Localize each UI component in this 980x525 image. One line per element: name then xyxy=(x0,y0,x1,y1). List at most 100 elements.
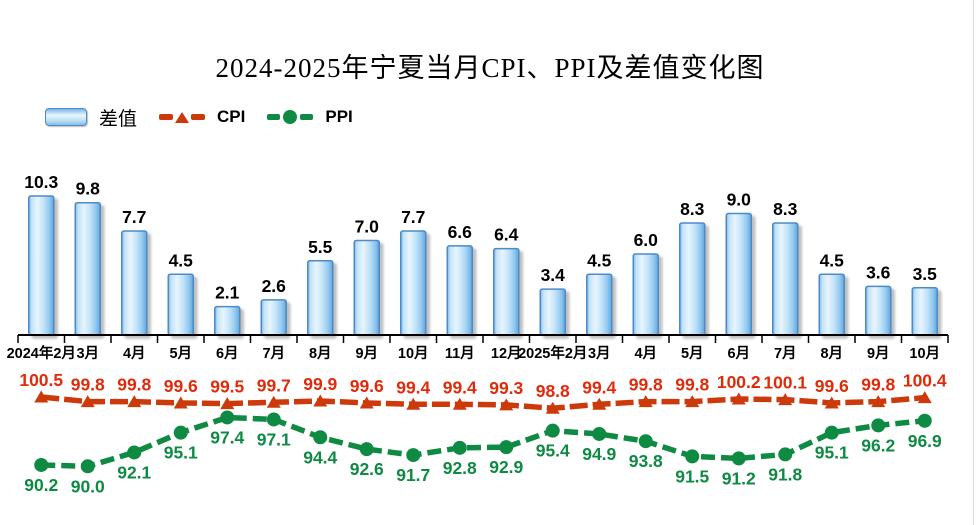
ppi-value-label: 90.0 xyxy=(71,476,105,496)
bar-value-label: 9.8 xyxy=(76,179,101,199)
legend-label-cpi: CPI xyxy=(217,107,246,126)
ppi-value-label: 91.5 xyxy=(675,466,709,486)
x-axis-label: 6月 xyxy=(727,345,750,362)
bar xyxy=(307,260,334,336)
bar-value-label: 8.3 xyxy=(773,199,798,219)
bar xyxy=(679,222,706,336)
cpi-marker xyxy=(34,390,49,403)
x-axis-label: 4月 xyxy=(123,345,146,362)
ppi-marker xyxy=(917,413,932,428)
bar-value-label: 3.4 xyxy=(541,265,566,285)
ppi-marker xyxy=(638,434,653,449)
ppi-value-label: 96.2 xyxy=(861,435,895,455)
bar-series-swatch-icon xyxy=(45,108,87,126)
x-axis-label: 4月 xyxy=(634,345,657,362)
cpi-value-label: 99.8 xyxy=(71,375,105,395)
bar-value-label: 10.3 xyxy=(24,172,58,192)
x-axis-label: 10月 xyxy=(909,345,940,362)
cpi-value-label: 99.4 xyxy=(582,377,616,397)
cpi-value-label: 99.8 xyxy=(675,375,709,395)
x-axis-label: 3月 xyxy=(76,345,99,362)
bar xyxy=(911,287,938,336)
bar xyxy=(818,273,845,336)
cpi-value-label: 99.4 xyxy=(396,377,430,397)
ppi-value-label: 91.8 xyxy=(768,464,802,484)
ppi-value-label: 90.2 xyxy=(24,475,58,495)
ppi-value-label: 91.7 xyxy=(396,465,430,485)
cpi-marker xyxy=(731,392,746,405)
cpi-value-label: 99.3 xyxy=(489,378,523,398)
ppi-value-label: 96.9 xyxy=(908,431,942,451)
cpi-value-label: 99.7 xyxy=(257,375,291,395)
bar-value-label: 2.1 xyxy=(215,283,240,303)
cpi-value-label: 100.4 xyxy=(903,371,947,391)
bar-value-label: 8.3 xyxy=(680,199,705,219)
bar-value-label: 5.5 xyxy=(308,237,333,257)
x-axis-label: 2025年2月 xyxy=(518,344,587,362)
cpi-marker xyxy=(917,391,932,404)
cpi-marker xyxy=(127,395,142,408)
cpi-line-marker-icon xyxy=(159,112,206,123)
cpi-marker xyxy=(685,395,700,408)
cpi-marker xyxy=(359,396,374,409)
ppi-marker xyxy=(173,425,188,440)
bar xyxy=(121,230,148,336)
bar-value-label: 7.7 xyxy=(122,207,146,227)
ppi-marker xyxy=(452,440,467,455)
bar-value-label: 6.0 xyxy=(634,230,659,250)
cpi-value-label: 100.1 xyxy=(763,373,807,393)
ppi-value-label: 91.2 xyxy=(722,468,756,488)
x-axis-label: 8月 xyxy=(820,345,843,362)
x-axis-label: 7月 xyxy=(774,345,797,362)
ppi-marker xyxy=(685,449,700,464)
bar-value-label: 9.0 xyxy=(727,190,752,210)
chart-title: 2024-2025年宁夏当月CPI、PPI及差值变化图 xyxy=(215,53,765,83)
ppi-marker xyxy=(778,447,793,462)
bar xyxy=(865,285,892,336)
cpi-value-label: 99.6 xyxy=(350,376,384,396)
bar xyxy=(28,195,55,336)
cpi-marker xyxy=(871,395,886,408)
bar xyxy=(493,247,520,336)
ppi-value-label: 92.9 xyxy=(489,457,523,477)
cpi-value-label: 99.8 xyxy=(629,375,663,395)
chart-area-right-border xyxy=(973,0,974,525)
bar xyxy=(446,245,473,336)
legend-label-ppi: PPI xyxy=(325,107,353,126)
bar xyxy=(539,288,566,336)
cpi-marker xyxy=(452,397,467,410)
bar-value-label: 4.5 xyxy=(169,250,194,270)
x-axis-label: 5月 xyxy=(681,345,704,362)
ppi-line xyxy=(41,414,926,470)
ppi-value-label: 92.8 xyxy=(443,458,477,478)
cpi-marker xyxy=(824,396,839,409)
x-axis-label: 9月 xyxy=(867,345,890,362)
bar-value-label: 7.7 xyxy=(401,207,425,227)
chart-legend: 差值 CPI PPI xyxy=(45,104,363,130)
bar xyxy=(214,305,241,336)
cpi-marker xyxy=(313,394,328,407)
cpi-value-label: 99.8 xyxy=(861,375,895,395)
cpi-marker xyxy=(592,397,607,410)
ppi-value-label: 95.4 xyxy=(536,441,570,461)
x-axis-label: 6月 xyxy=(216,345,239,362)
bar-value-label: 6.6 xyxy=(448,222,473,242)
ppi-marker xyxy=(592,426,607,441)
bar xyxy=(353,239,380,336)
cpi-value-label: 99.6 xyxy=(164,376,198,396)
bar xyxy=(725,212,752,336)
x-axis-label: 2024年2月 xyxy=(7,344,76,362)
ppi-marker xyxy=(499,440,514,455)
ppi-marker xyxy=(406,448,421,463)
bar xyxy=(632,253,659,336)
x-axis-label: 8月 xyxy=(309,345,332,362)
cpi-marker xyxy=(266,395,281,408)
bar-value-label: 2.6 xyxy=(262,276,287,296)
ppi-marker xyxy=(220,410,235,425)
ppi-marker xyxy=(127,445,142,460)
ppi-value-label: 92.1 xyxy=(117,462,151,482)
cpi-marker xyxy=(406,397,421,410)
bar xyxy=(260,299,287,336)
ppi-marker xyxy=(313,430,328,445)
